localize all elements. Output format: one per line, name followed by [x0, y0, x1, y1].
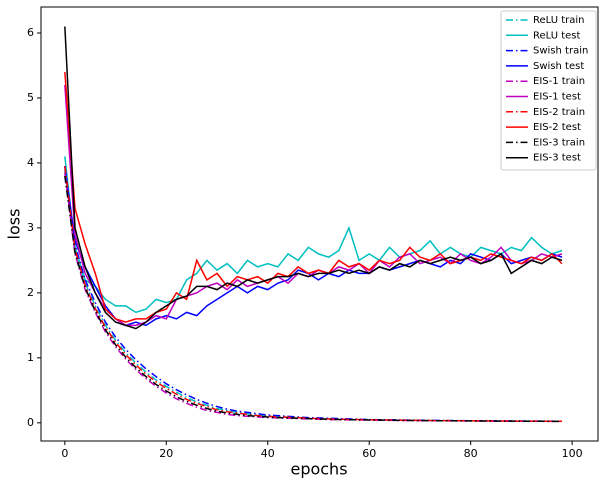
x-tick-label: 60 — [362, 447, 376, 460]
x-tick-label: 40 — [261, 447, 275, 460]
legend-label: EIS-3 test — [533, 153, 581, 164]
y-tick-label: 0 — [27, 416, 34, 429]
x-tick-label: 20 — [159, 447, 173, 460]
y-tick-label: 6 — [27, 26, 34, 39]
legend-label: EIS-2 train — [533, 107, 585, 118]
y-tick-label: 5 — [27, 91, 34, 104]
y-axis-label: loss — [5, 209, 24, 240]
y-tick-label: 3 — [27, 221, 34, 234]
series-line — [64, 169, 562, 422]
series-line — [64, 71, 563, 323]
series-line — [64, 166, 562, 422]
x-tick-label: 100 — [562, 447, 583, 460]
plot-frame — [40, 6, 599, 442]
legend-label: EIS-1 test — [533, 92, 581, 103]
series-line — [64, 156, 563, 314]
x-tick-label: 80 — [464, 447, 478, 460]
legend-label: EIS-2 test — [533, 122, 581, 133]
series-line — [64, 84, 563, 327]
series-line — [64, 172, 562, 423]
legend-label: ReLU test — [533, 30, 581, 41]
series-line — [64, 26, 563, 330]
legend-label: Swish train — [533, 46, 588, 57]
legend-label: EIS-3 train — [533, 137, 585, 148]
series-line — [64, 175, 562, 423]
y-tick-label: 4 — [27, 156, 34, 169]
x-axis-label: epochs — [290, 460, 347, 479]
series-line — [64, 166, 563, 327]
legend-label: EIS-1 train — [533, 76, 585, 87]
series-line — [64, 166, 562, 422]
y-tick-label: 2 — [27, 286, 34, 299]
x-tick-label: 0 — [61, 447, 68, 460]
y-tick-label: 1 — [27, 351, 34, 364]
legend-label: Swish test — [533, 61, 584, 72]
legend-label: ReLU train — [533, 15, 585, 26]
